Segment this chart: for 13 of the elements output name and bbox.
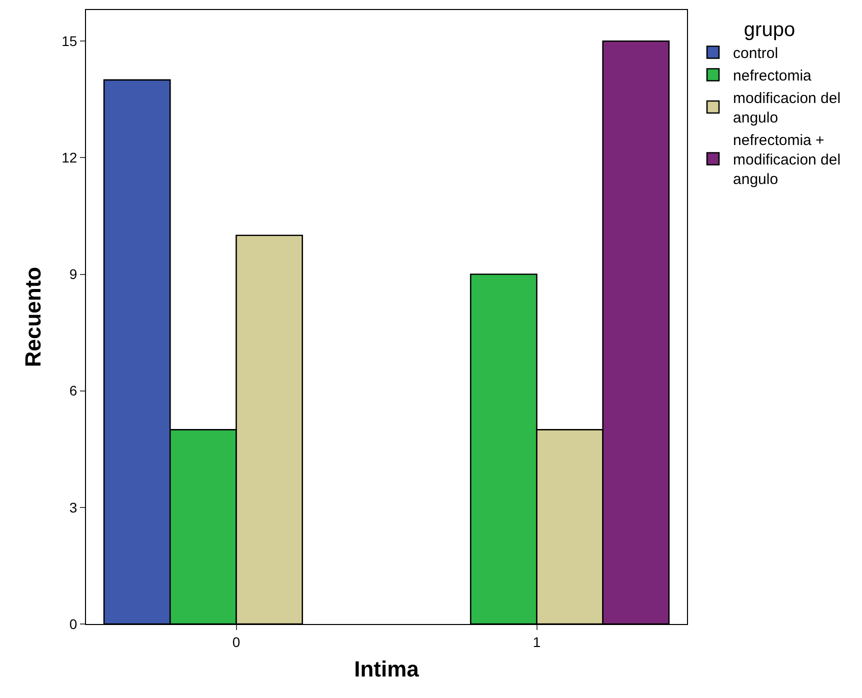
legend-label: control <box>733 45 778 62</box>
y-tick-label: 3 <box>69 499 78 516</box>
legend-label: nefrectomia <box>733 68 812 85</box>
legend-label: nefrectomia + modificacion del angulo <box>733 132 841 188</box>
y-tick-label: 9 <box>69 266 78 282</box>
y-tick-label: 12 <box>62 150 78 166</box>
y-tick-label: 6 <box>69 382 78 399</box>
y-tick-label: 15 <box>62 32 78 49</box>
x-axis-title: Intima <box>354 656 420 682</box>
legend-title: grupo <box>744 19 796 41</box>
x-tick-label: 1 <box>532 634 541 650</box>
y-tick-label: 0 <box>69 616 78 632</box>
y-axis-title: Recuento <box>20 266 46 368</box>
